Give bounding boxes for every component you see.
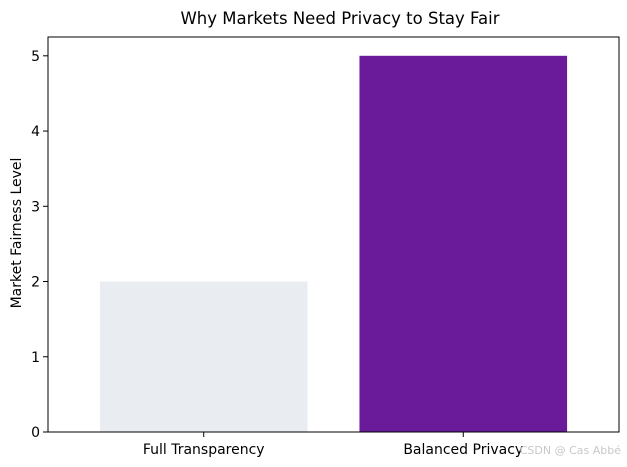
bar-1 (359, 55, 568, 433)
y-tick-label-2: 2 (31, 275, 40, 291)
bars (99, 55, 568, 433)
y-axis-ticks: 0 1 2 3 4 5 (31, 49, 48, 441)
chart-title: Why Markets Need Privacy to Stay Fair (180, 9, 499, 28)
axes-frame (47, 36, 620, 433)
x-tick-label-0: Full Transparency (143, 442, 265, 458)
y-tick-label-0: 0 (31, 425, 40, 441)
x-axis-ticks: Full Transparency Balanced Privacy (143, 432, 523, 458)
watermark: CSDN @ Cas Abbé (519, 444, 621, 457)
y-tick-label-4: 4 (31, 124, 40, 140)
y-tick-label-5: 5 (31, 49, 40, 65)
axes-border (47, 36, 620, 433)
y-tick-label-1: 1 (31, 350, 40, 366)
x-tick-label-1: Balanced Privacy (403, 442, 523, 458)
y-axis-label: Market Fairness Level (9, 158, 25, 309)
bar-0 (99, 281, 308, 432)
y-tick-label-3: 3 (31, 199, 40, 215)
